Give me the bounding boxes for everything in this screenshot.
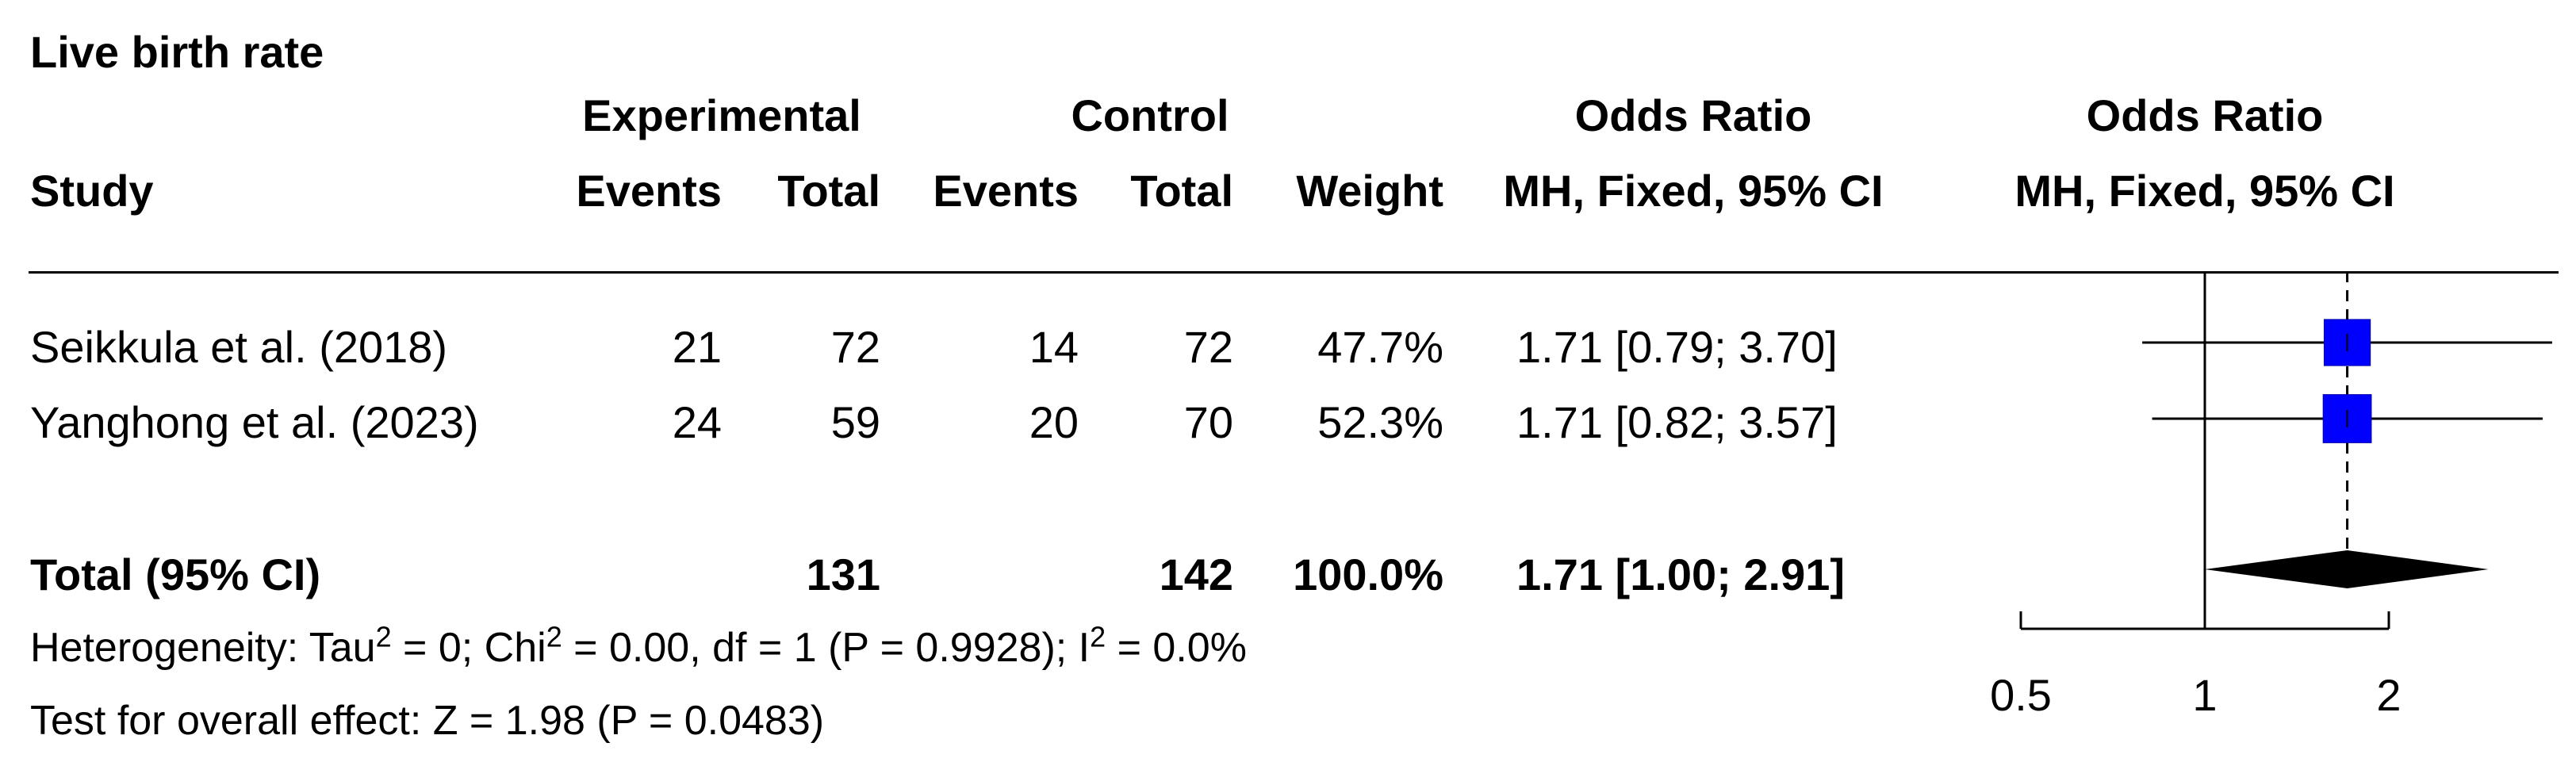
header-control: Control (1071, 90, 1229, 140)
x-tick-label: 0.5 (1990, 670, 2052, 720)
study-weight-box (2323, 319, 2371, 366)
ctrl-events: 20 (1029, 397, 1079, 447)
study-ci: 1.71 [0.79; 3.70] (1516, 322, 1838, 372)
header-exp-total: Total (777, 166, 880, 216)
exp-events: 24 (672, 397, 722, 447)
total-ci: 1.71 [1.00; 2.91] (1516, 549, 1846, 599)
study-weight: 52.3% (1317, 397, 1443, 447)
header-ctrl-total: Total (1130, 166, 1233, 216)
study-ci: 1.71 [0.82; 3.57] (1516, 397, 1838, 447)
header-or-method: MH, Fixed, 95% CI (1503, 166, 1884, 216)
header-plot-method: MH, Fixed, 95% CI (2014, 166, 2395, 216)
exp-total: 59 (830, 397, 880, 447)
pooled-diamond (2205, 550, 2489, 588)
study-weight: 47.7% (1317, 322, 1443, 372)
x-tick-label: 2 (2376, 670, 2401, 720)
total-exp-total: 131 (806, 549, 880, 599)
total-ctrl-total: 142 (1159, 549, 1233, 599)
study-name: Yanghong et al. (2023) (30, 397, 479, 447)
header-experimental: Experimental (582, 90, 861, 140)
exp-events: 21 (672, 322, 722, 372)
header-exp-events: Events (576, 166, 722, 216)
overall-effect-text: Test for overall effect: Z = 1.98 (P = 0… (30, 698, 825, 744)
header-ctrl-events: Events (933, 166, 1079, 216)
total-label: Total (95% CI) (30, 549, 321, 599)
header-odds-ratio: Odds Ratio (1574, 90, 1812, 140)
header-divider (29, 271, 2559, 274)
ctrl-events: 14 (1029, 322, 1079, 372)
exp-total: 72 (830, 322, 880, 372)
header-plot-odds-ratio: Odds Ratio (2086, 90, 2324, 140)
header-weight: Weight (1296, 166, 1443, 216)
chart-title: Live birth rate (30, 27, 324, 77)
ctrl-total: 70 (1183, 397, 1233, 447)
study-name: Seikkula et al. (2018) (30, 322, 448, 372)
heterogeneity-text: Heterogeneity: Tau2 = 0; Chi2 = 0.00, df… (30, 620, 1247, 671)
header-study: Study (30, 166, 154, 216)
ctrl-total: 72 (1183, 322, 1233, 372)
total-weight: 100.0% (1293, 549, 1443, 599)
x-tick-label: 1 (2192, 670, 2217, 720)
